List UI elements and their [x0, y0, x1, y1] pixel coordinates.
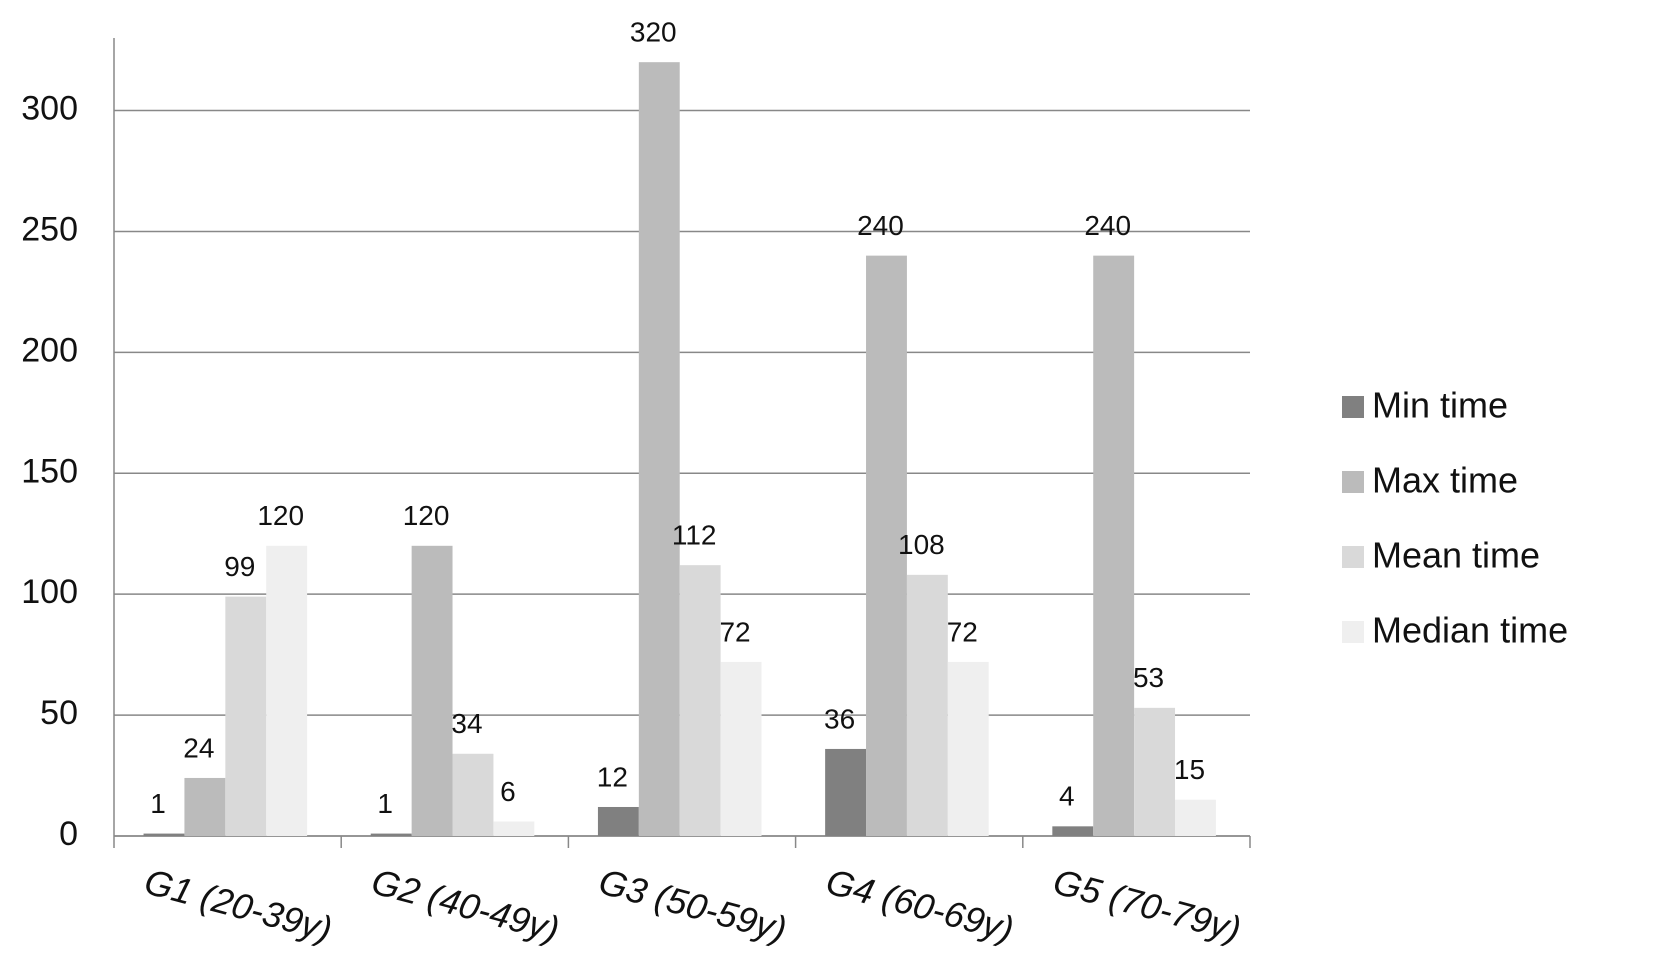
- x-tick-label: G2 (40-49y): [368, 860, 564, 949]
- value-label: 4: [1059, 781, 1075, 812]
- value-label: 15: [1174, 754, 1205, 785]
- legend-label: Median time: [1372, 610, 1568, 651]
- bar: [866, 255, 907, 837]
- bar: [638, 62, 680, 836]
- bar: [493, 821, 535, 836]
- value-label: 320: [630, 17, 677, 48]
- value-label: 72: [719, 616, 750, 647]
- value-label: 1: [377, 788, 393, 819]
- bar: [720, 661, 762, 836]
- bar: [1052, 826, 1094, 836]
- bar: [906, 574, 948, 836]
- x-tick-label: G4 (60-69y): [822, 860, 1018, 949]
- bar: [1175, 799, 1216, 836]
- value-label: 120: [403, 500, 450, 531]
- bar: [266, 545, 308, 836]
- value-label: 1: [150, 788, 166, 819]
- value-label: 112: [672, 520, 717, 551]
- value-label: 108: [898, 529, 945, 560]
- x-tick-label: G3 (50-59y): [595, 860, 791, 949]
- legend-label: Mean time: [1372, 535, 1540, 576]
- value-label: 240: [857, 210, 904, 241]
- x-tick-label: G1 (20-39y): [140, 860, 336, 949]
- value-label: 36: [824, 703, 855, 734]
- y-tick-label: 0: [59, 815, 78, 853]
- bar: [184, 777, 226, 836]
- bar: [143, 833, 185, 836]
- legend-swatch: [1342, 396, 1364, 418]
- legend-label: Min time: [1372, 385, 1508, 426]
- bar: [370, 833, 412, 836]
- value-label: 240: [1084, 210, 1131, 241]
- value-label: 34: [451, 708, 482, 739]
- x-tick-label: G5 (70-79y): [1049, 860, 1245, 949]
- value-label: 6: [500, 776, 516, 807]
- bar: [825, 748, 867, 836]
- bar: [452, 753, 494, 836]
- y-tick-label: 300: [21, 90, 78, 128]
- legend-swatch: [1342, 546, 1364, 568]
- bar: [411, 545, 453, 836]
- bar: [679, 565, 721, 836]
- bar: [947, 661, 989, 836]
- legend-swatch: [1342, 471, 1364, 493]
- y-tick-label: 100: [21, 573, 78, 611]
- value-label: 72: [947, 616, 978, 647]
- y-tick-label: 150: [21, 452, 78, 490]
- value-label: 99: [224, 551, 255, 582]
- value-label: 12: [597, 761, 628, 792]
- y-tick-label: 250: [21, 210, 78, 248]
- value-label: 24: [183, 732, 214, 763]
- legend-swatch: [1342, 621, 1364, 643]
- legend-label: Max time: [1372, 460, 1518, 501]
- bar: [1134, 707, 1176, 836]
- bar: [1093, 255, 1135, 837]
- value-label: 120: [257, 500, 304, 531]
- bar: [225, 596, 267, 836]
- y-tick-label: 50: [40, 694, 78, 732]
- bar: [597, 806, 639, 836]
- y-tick-label: 200: [21, 331, 78, 369]
- value-label: 53: [1133, 662, 1164, 693]
